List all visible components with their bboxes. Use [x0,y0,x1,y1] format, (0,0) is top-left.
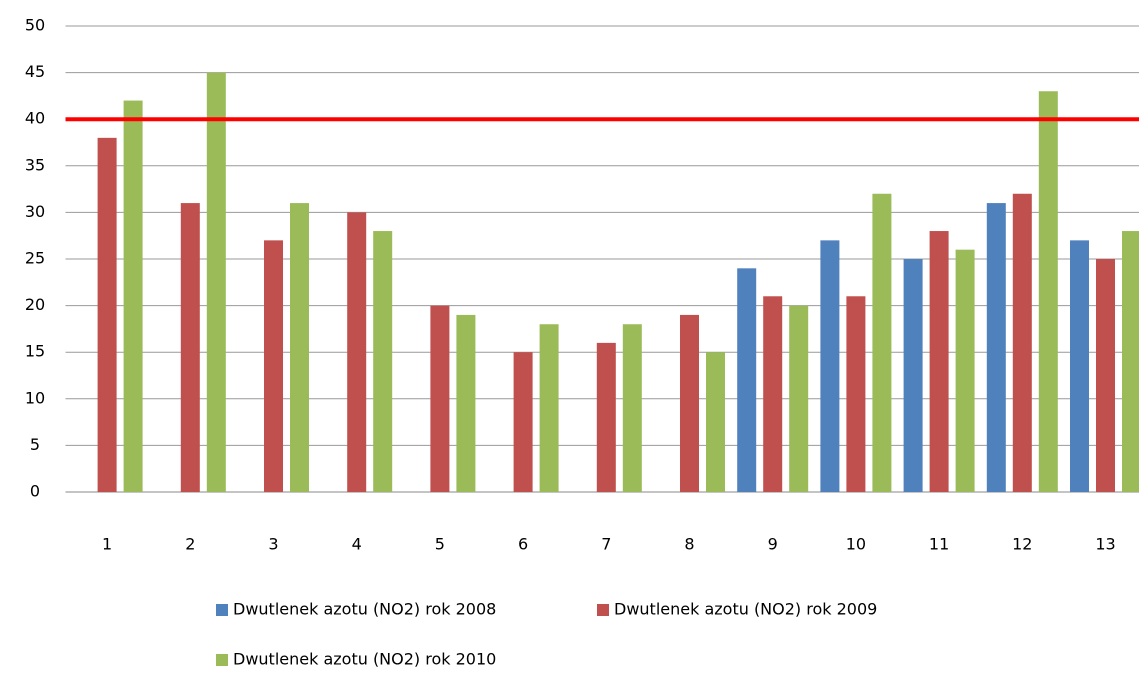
bar [763,296,783,492]
x-tick-label: 1 [102,535,112,554]
x-tick-label: 11 [929,535,949,554]
bar [373,231,393,493]
bar [264,240,283,492]
legend-label: Dwutlenek azotu (NO2) rok 2010 [233,650,496,669]
legend-swatch [597,604,609,616]
bar [513,352,533,492]
y-tick-label: 40 [25,109,45,128]
y-tick-label: 35 [25,155,45,174]
legend-swatch [216,654,228,666]
bar [123,100,143,492]
x-tick-label: 13 [1095,535,1115,554]
bar [290,203,309,492]
x-tick-label: 5 [435,535,445,554]
y-tick-label: 20 [25,295,45,314]
y-tick-label: 15 [25,342,45,361]
bar [596,342,616,492]
x-tick-label: 12 [1012,535,1032,554]
bar [97,137,117,492]
bar [820,240,840,492]
y-tick-label: 50 [25,16,45,35]
legend-swatch [216,604,228,616]
bar [347,212,367,492]
y-tick-label: 10 [25,388,45,407]
x-tick-label: 3 [268,535,278,554]
x-tick-label: 10 [846,535,866,554]
bar [846,296,866,492]
bar [1070,240,1089,492]
bar [539,324,559,492]
bar [180,203,200,492]
y-tick-label: 45 [25,62,45,81]
y-tick-label: 30 [25,202,45,221]
x-tick-label: 9 [768,535,778,554]
bar [1038,91,1058,493]
bar [1122,231,1139,493]
bar [986,203,1006,492]
bar [680,314,699,492]
x-tick-label: 2 [185,535,195,554]
y-tick-label: 5 [30,435,40,454]
bar [737,268,757,492]
bar [430,305,450,492]
bar [929,231,949,493]
x-tick-label: 7 [601,535,611,554]
bar [1012,193,1032,492]
legend-label: Dwutlenek azotu (NO2) rok 2009 [614,600,877,619]
legend-label: Dwutlenek azotu (NO2) rok 2008 [233,600,496,619]
bar [206,72,226,492]
x-tick-label: 6 [518,535,528,554]
bar [903,259,923,492]
bar [872,193,892,492]
bar [789,305,809,492]
x-tick-label: 8 [684,535,694,554]
x-tick-label: 4 [352,535,362,554]
bar [706,352,725,492]
bar [456,314,476,492]
y-tick-label: 25 [25,249,45,268]
y-tick-label: 0 [30,482,40,501]
bar [622,324,642,492]
bar [1096,259,1115,492]
bar [955,249,975,492]
